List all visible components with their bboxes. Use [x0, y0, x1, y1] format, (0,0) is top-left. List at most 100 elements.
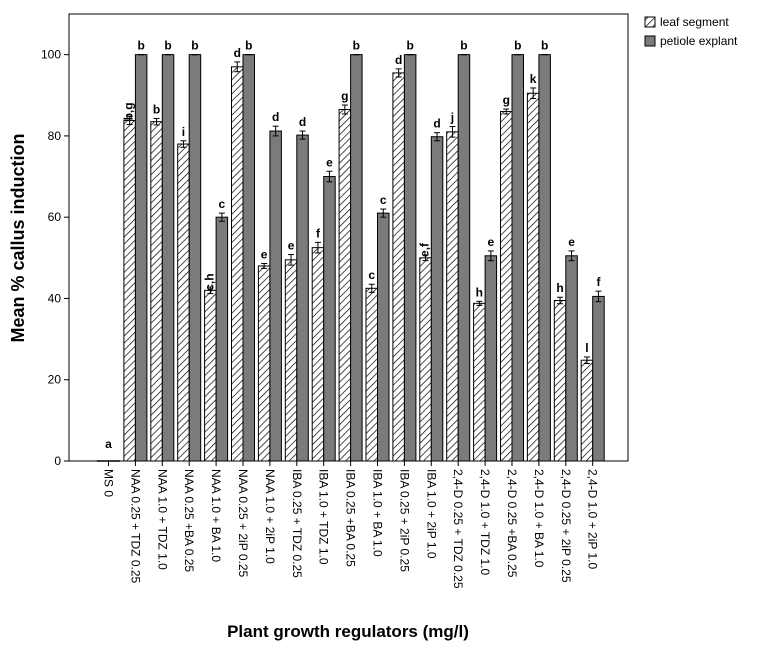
bar-petiole-explant: [134, 54, 148, 462]
bar-leaf-segment: [204, 289, 217, 462]
significance-label: f: [316, 226, 321, 240]
legend: leaf segment petiole explant: [644, 15, 738, 48]
significance-label: b: [406, 39, 413, 53]
x-tick-label: NAA 1.0 + TDZ 1.0: [155, 469, 169, 570]
significance-label: d: [433, 117, 440, 131]
bar-petiole-explant: [296, 134, 309, 462]
bar-petiole-explant: [323, 176, 336, 462]
bar-petiole-explant: [484, 255, 498, 462]
y-tick-label: 60: [48, 210, 62, 224]
x-axis-title: Plant growth regulators (mg/l): [227, 622, 469, 641]
x-tick-label: NAA 0.25 + 2iP 0.25: [236, 469, 250, 578]
significance-label: k: [530, 72, 537, 86]
bar-petiole-explant: [511, 54, 524, 462]
significance-label: d: [299, 115, 306, 129]
x-tick-label: 2,4-D 0.25 + 2iP 0.25: [559, 469, 573, 583]
significance-label: e: [326, 155, 333, 169]
y-tick-label: 40: [48, 291, 62, 305]
bar-petiole-explant: [565, 255, 578, 462]
significance-label: b: [245, 39, 252, 53]
bar-leaf-segment: [150, 121, 163, 462]
significance-label: g: [341, 89, 348, 103]
bar-leaf-segment: [500, 111, 513, 462]
x-tick-label: IBA 0.25 + 2iP 0.25: [397, 469, 411, 572]
bar-petiole-explant: [350, 54, 363, 462]
bar-petiole-explant: [538, 54, 551, 462]
bar-petiole-explant: [592, 295, 605, 462]
x-tick-label: 2,4-D 0.25 + TDZ 0.25: [451, 469, 465, 589]
significance-label: d: [395, 53, 402, 67]
y-tick-label: 20: [48, 373, 62, 387]
significance-label: b: [191, 39, 198, 53]
significance-label: l: [585, 341, 588, 355]
x-tick-label: IBA 0.25 +BA 0.25: [344, 469, 358, 567]
bar-petiole-explant: [403, 54, 417, 462]
x-tick-label: NAA 0.25 +BA 0.25: [182, 469, 196, 572]
bar-leaf-segment: [526, 92, 540, 462]
bar-leaf-segment: [580, 359, 594, 462]
x-tick-label: IBA 1.0 + TDZ 1.0: [317, 469, 331, 565]
legend-swatch-leaf-segment: [644, 16, 656, 28]
y-tick-label: 0: [54, 454, 61, 468]
bar-petiole-explant: [269, 130, 282, 462]
x-tick-label: IBA 1.0 + 2iP 1.0: [424, 469, 438, 559]
significance-label: e: [261, 248, 268, 262]
bar-petiole-explant: [457, 54, 471, 462]
significance-label: e: [488, 235, 495, 249]
bar-petiole-explant: [188, 54, 202, 462]
x-tick-label: IBA 0.25 + TDZ 0.25: [290, 469, 304, 578]
x-tick-label: MS 0: [102, 469, 116, 497]
significance-label: b: [137, 39, 144, 53]
bar-leaf-segment: [123, 119, 136, 462]
y-tick-label: 80: [48, 129, 62, 143]
significance-label: j: [450, 111, 454, 125]
bar-leaf-segment: [392, 72, 405, 462]
bar-leaf-segment: [446, 131, 459, 462]
bar-leaf-segment: [473, 302, 486, 462]
significance-label: b: [541, 39, 548, 53]
significance-label: c: [368, 268, 375, 282]
bar-petiole-explant: [215, 216, 229, 462]
bar-petiole-explant: [242, 54, 255, 462]
bar-leaf-segment: [257, 265, 271, 462]
bar-leaf-segment: [553, 299, 567, 462]
bar-leaf-segment: [231, 66, 244, 462]
significance-label: c: [380, 193, 387, 207]
x-tick-label: 2,4-D 1.0 + TDZ 1.0: [478, 469, 492, 575]
x-tick-label: 2,4-D 1.0 + BA 1.0: [532, 469, 546, 568]
x-axis: MS 0 NAA 0.25 + TDZ 0.25 NAA 1.0 + TDZ 1.0…: [102, 461, 600, 589]
x-tick-label: NAA 1.0 + BA 1.0: [209, 469, 223, 562]
bar-leaf-segment: [177, 143, 190, 462]
significance-label: i: [182, 125, 185, 139]
bar-leaf-segment: [311, 247, 325, 462]
significance-label: d: [272, 110, 279, 124]
significance-label: c,h: [202, 273, 216, 290]
significance-label: g: [503, 93, 510, 107]
significance-label: h: [476, 285, 483, 299]
significance-label: a: [105, 437, 112, 451]
significance-label: e: [568, 235, 575, 249]
legend-swatch-petiole-explant: [644, 35, 656, 47]
x-tick-label: 2,4-D 1.0 + 2iP 1.0: [586, 469, 600, 570]
significance-label: b: [153, 102, 160, 116]
significance-label: e: [288, 239, 295, 253]
bar-leaf-segment: [365, 287, 378, 462]
y-axis-title: Mean % callus induction: [8, 133, 28, 342]
significance-label: e,f: [418, 242, 432, 257]
x-tick-label: 2,4-D 0.25 +BA 0.25: [505, 469, 519, 578]
significance-label: c: [219, 197, 226, 211]
bar-petiole-explant: [377, 212, 390, 462]
significance-label: f: [596, 275, 601, 289]
significance-label: d: [234, 46, 241, 60]
bar-leaf-segment: [338, 108, 352, 462]
significance-label: b: [460, 39, 467, 53]
significance-label: h: [556, 281, 563, 295]
x-tick-label: IBA 1.0 + BA 1.0: [371, 469, 385, 557]
legend-label-leaf-segment: leaf segment: [660, 15, 729, 29]
significance-label: b: [353, 39, 360, 53]
bar-petiole-explant: [161, 54, 175, 462]
legend-label-petiole-explant: petiole explant: [660, 34, 738, 48]
significance-label: b: [164, 39, 171, 53]
